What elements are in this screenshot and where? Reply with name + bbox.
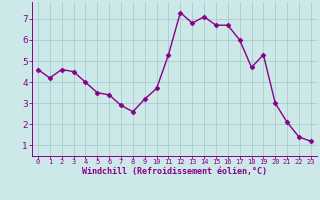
- X-axis label: Windchill (Refroidissement éolien,°C): Windchill (Refroidissement éolien,°C): [82, 167, 267, 176]
